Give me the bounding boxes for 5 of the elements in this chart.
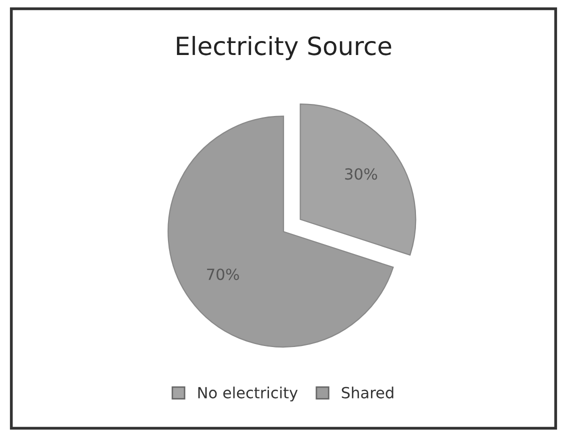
- data-label: 70%: [207, 268, 239, 280]
- data-label: 30%: [345, 168, 378, 180]
- chart-title: Electricity Source: [176, 36, 392, 60]
- legend-label: No electricity: [198, 386, 298, 402]
- legend-label: Shared: [342, 386, 394, 398]
